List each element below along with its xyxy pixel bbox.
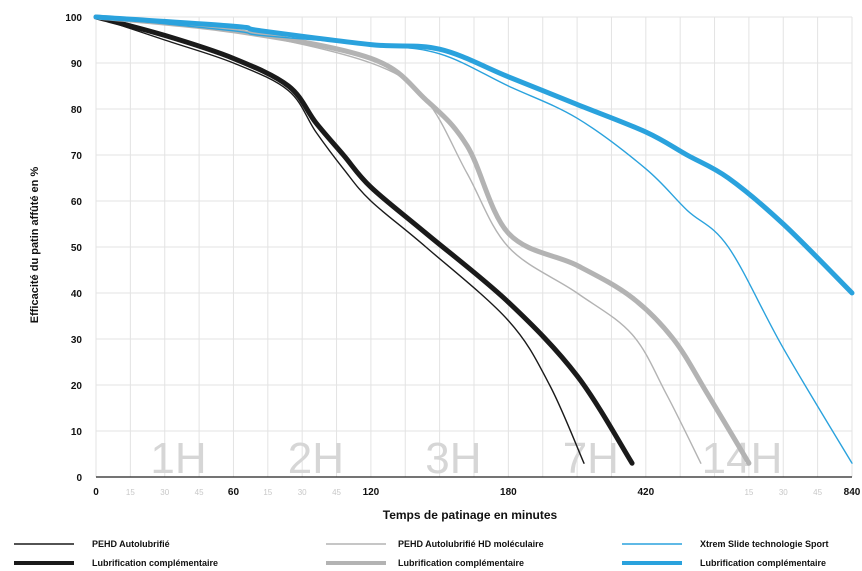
series-line xyxy=(95,16,702,464)
y-tick-label: 0 xyxy=(76,473,82,484)
x-minor-tick-label: 15 xyxy=(744,488,753,497)
y-axis-label: Efficacité du patin affûté en % xyxy=(29,167,41,324)
legend-label: Lubrification complémentaire xyxy=(700,558,826,568)
x-tick-label: 0 xyxy=(93,487,99,498)
x-minor-tick-label: 45 xyxy=(813,488,822,497)
y-tick-label: 50 xyxy=(71,243,83,254)
x-minor-tick-label: 45 xyxy=(195,488,204,497)
x-minor-tick-label: 30 xyxy=(298,488,307,497)
band-label: 7H xyxy=(563,434,619,483)
series-line xyxy=(93,14,855,296)
legend-label: PEHD Autolubrifié HD moléculaire xyxy=(398,539,544,549)
grid-lines xyxy=(95,16,853,478)
legend-label: Lubrification complémentaire xyxy=(92,558,218,568)
x-minor-tick-label: 45 xyxy=(332,488,341,497)
y-tick-label: 60 xyxy=(71,197,83,208)
time-band-labels: 1H 2H 3H 7H 14H xyxy=(150,434,782,483)
series-line xyxy=(93,14,752,466)
y-tick-label: 80 xyxy=(71,105,83,116)
y-axis-ticks: 0 10 20 30 40 50 60 70 80 90 100 xyxy=(65,13,82,484)
x-minor-tick-label: 15 xyxy=(263,488,272,497)
legend-label: Lubrification complémentaire xyxy=(398,558,524,568)
y-tick-label: 100 xyxy=(65,13,82,24)
series-lines xyxy=(93,14,855,466)
y-tick-label: 30 xyxy=(71,335,83,346)
band-label: 14H xyxy=(702,434,783,483)
y-tick-label: 40 xyxy=(71,289,83,300)
x-tick-label: 840 xyxy=(844,487,861,498)
legend: PEHD Autolubrifié Lubrification complémen… xyxy=(14,539,829,568)
x-axis-ticks: 0 60 120 180 420 840 15 30 45 15 30 45 15 30 45 xyxy=(93,487,861,498)
series-line xyxy=(93,14,635,466)
band-label: 2H xyxy=(288,434,344,483)
x-tick-label: 120 xyxy=(363,487,380,498)
x-axis-label: Temps de patinage en minutes xyxy=(383,508,558,522)
x-tick-label: 420 xyxy=(637,487,654,498)
legend-label: Xtrem Slide technologie Sport xyxy=(700,539,829,549)
band-label: 1H xyxy=(150,434,206,483)
series-line xyxy=(95,16,585,464)
y-tick-label: 90 xyxy=(71,59,83,70)
y-tick-label: 20 xyxy=(71,381,83,392)
y-tick-label: 70 xyxy=(71,151,83,162)
y-tick-label: 10 xyxy=(71,427,83,438)
x-minor-tick-label: 30 xyxy=(160,488,169,497)
x-minor-tick-label: 15 xyxy=(126,488,135,497)
x-minor-tick-label: 30 xyxy=(779,488,788,497)
legend-label: PEHD Autolubrifié xyxy=(92,539,170,549)
band-label: 3H xyxy=(425,434,481,483)
series-line xyxy=(95,16,853,464)
x-tick-label: 180 xyxy=(500,487,517,498)
x-tick-label: 60 xyxy=(228,487,240,498)
